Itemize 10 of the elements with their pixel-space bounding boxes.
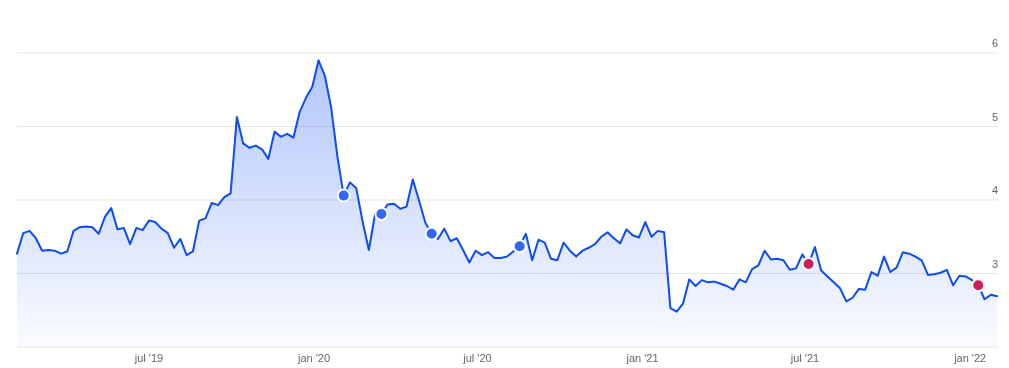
y-tick-label: 4 [991, 184, 998, 196]
x-tick-label: jan '22 [953, 352, 987, 364]
x-tick-label: jan '21 [625, 352, 659, 364]
y-tick-label: 3 [991, 257, 998, 270]
x-tick-label: jul '19 [133, 352, 164, 364]
y-tick-label: 5 [991, 110, 998, 123]
y-tick-label: 6 [991, 37, 998, 49]
x-tick-label: jan '20 [297, 352, 331, 364]
x-tick-label: jul '20 [462, 352, 492, 364]
x-tick-label: jul '21 [789, 352, 820, 364]
